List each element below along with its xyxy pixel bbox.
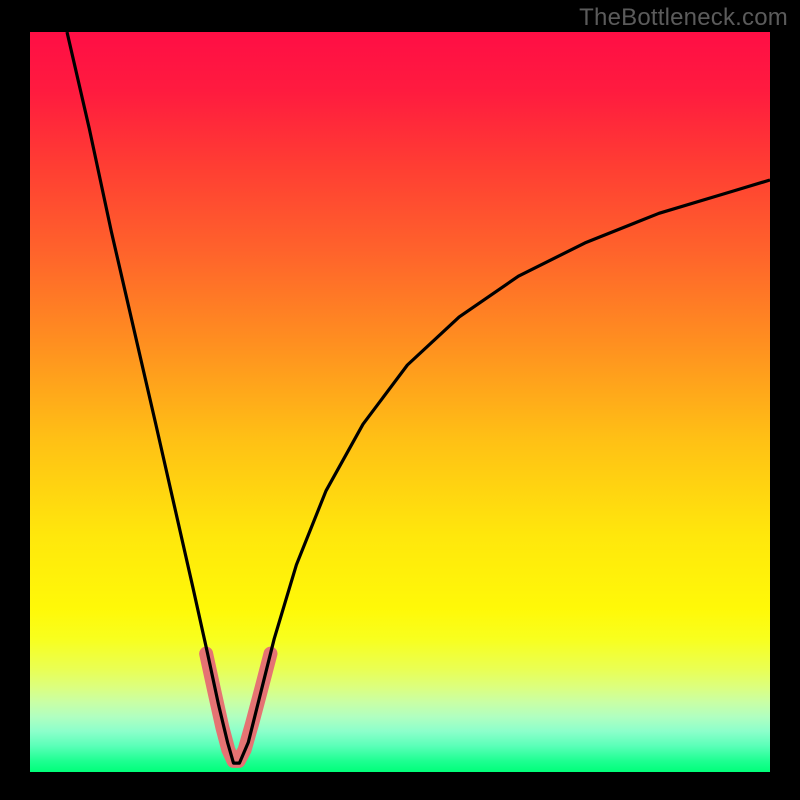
curve-layer xyxy=(30,32,770,772)
plot-area xyxy=(30,32,770,772)
watermark-text: TheBottleneck.com xyxy=(579,4,788,32)
bottleneck-curve xyxy=(67,32,770,763)
bottleneck-highlight xyxy=(206,654,270,761)
